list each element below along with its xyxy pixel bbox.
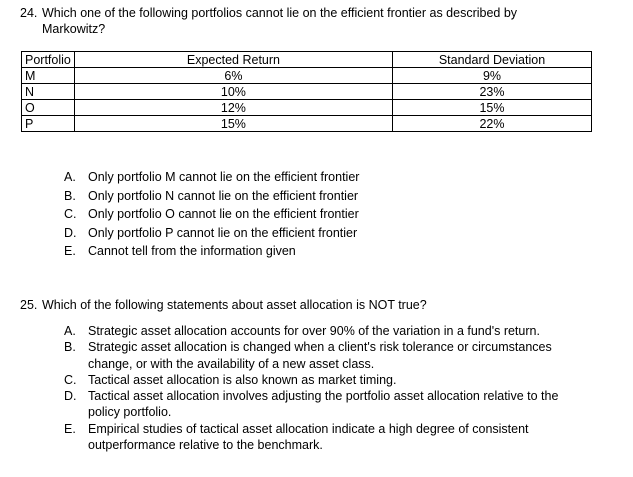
portfolio-cell: N [21,83,75,100]
option-b[interactable]: B. Only portfolio N cannot lie on the eff… [64,187,464,206]
option-text: Only portfolio O cannot lie on the effic… [88,207,359,221]
std-dev-cell: 23% [392,83,592,100]
question-25: 25. Which of the following statements ab… [20,297,613,313]
table-row: M 6% 9% [21,67,592,84]
option-letter: B. [64,188,76,203]
option-e[interactable]: E. Cannot tell from the information given [64,242,464,261]
question-25-options: A. Strategic asset allocation accounts fo… [64,323,589,453]
table-row: P 15% 22% [21,115,592,132]
question-24-stem: 24. Which one of the following portfolio… [20,5,613,37]
option-text: Tactical asset allocation involves adjus… [88,389,559,420]
option-text: Only portfolio M cannot lie on the effic… [88,170,360,184]
portfolio-table: Portfolio Expected Return Standard Devia… [21,51,592,132]
option-text: Strategic asset allocation is changed wh… [88,340,552,371]
question-number: 25. [20,298,38,312]
option-d[interactable]: D. Tactical asset allocation involves adj… [64,388,589,421]
expected-return-cell: 12% [73,99,394,116]
option-letter: D. [64,389,77,404]
expected-return-cell: 15% [73,115,394,132]
table-row: N 10% 23% [21,83,592,100]
option-c[interactable]: C. Only portfolio O cannot lie on the eff… [64,205,464,224]
option-text: Only portfolio P cannot lie on the effic… [88,225,358,240]
header-expected-return: Expected Return [73,51,394,68]
option-b[interactable]: B. Strategic asset allocation is changed … [64,339,589,372]
portfolio-cell: M [21,67,75,84]
option-text: Cannot tell from the information given [88,244,296,258]
portfolio-cell: O [21,99,75,116]
option-letter: A. [64,324,76,338]
table-row: O 12% 15% [21,99,592,116]
std-dev-cell: 9% [392,67,592,84]
question-text: Which of the following statements about … [42,298,427,312]
option-letter: B. [64,340,76,355]
option-text: Strategic asset allocation accounts for … [88,324,540,338]
option-letter: C. [64,372,77,387]
option-letter: D. [64,225,77,240]
option-text: Only portfolio N cannot lie on the effic… [88,188,359,203]
portfolio-cell: P [21,115,75,132]
option-letter: E. [64,421,76,436]
header-portfolio: Portfolio [21,51,75,68]
header-standard-deviation: Standard Deviation [392,51,592,68]
option-letter: A. [64,170,76,184]
expected-return-cell: 10% [73,83,394,100]
question-25-stem: 25. Which of the following statements ab… [20,297,613,313]
std-dev-cell: 15% [392,99,592,116]
option-a[interactable]: A. Only portfolio M cannot lie on the eff… [64,168,464,187]
table-header-row: Portfolio Expected Return Standard Devia… [21,51,592,68]
option-letter: E. [64,244,76,258]
std-dev-cell: 22% [392,115,592,132]
option-text: Tactical asset allocation is also known … [88,372,397,387]
question-text: Which one of the following portfolios ca… [42,6,518,36]
option-a[interactable]: A. Strategic asset allocation accounts fo… [64,323,589,339]
option-text: Empirical studies of tactical asset allo… [88,421,529,453]
option-c[interactable]: C. Tactical asset allocation is also know… [64,372,589,388]
option-d[interactable]: D. Only portfolio P cannot lie on the eff… [64,224,464,243]
question-number: 24. [20,6,38,20]
question-24-options: A. Only portfolio M cannot lie on the eff… [64,168,464,261]
question-24: 24. Which one of the following portfolio… [20,5,613,37]
option-e[interactable]: E. Empirical studies of tactical asset al… [64,421,589,454]
expected-return-cell: 6% [73,67,394,84]
option-letter: C. [64,207,77,221]
